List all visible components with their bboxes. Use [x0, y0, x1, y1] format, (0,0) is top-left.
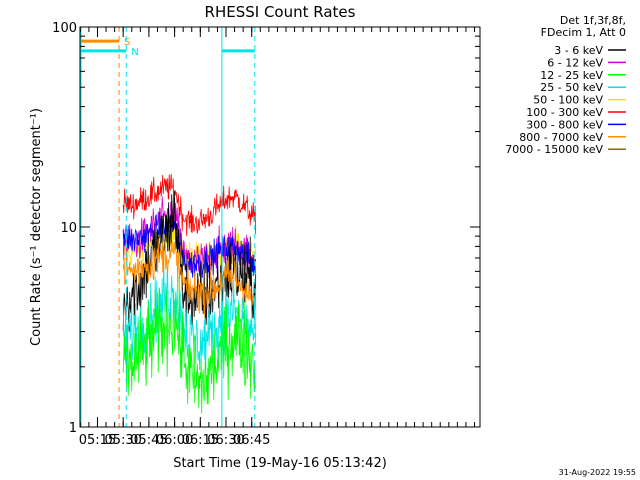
y-tick-label: 1: [69, 421, 77, 436]
legend-entry-label: 100 - 300 keV: [526, 106, 603, 119]
series-line-300-800-kev: [122, 211, 257, 278]
series-line-25-50-kev: [122, 265, 257, 372]
legend-entry-label: 50 - 100 keV: [533, 94, 603, 107]
legend-entry-label: 3 - 6 keV: [554, 44, 603, 57]
x-tick-label: 06:30: [207, 433, 244, 448]
marker-label-s: S: [124, 37, 130, 48]
x-tick-label: 06:45: [233, 433, 270, 448]
legend-header-line: Det 1f,3f,8f,: [560, 14, 626, 27]
footer-timestamp: 31-Aug-2022 19:55: [559, 468, 636, 477]
legend-entry-label: 800 - 7000 keV: [519, 131, 603, 144]
marker-label-n: N: [131, 47, 138, 58]
legend-entry-label: 7000 - 15000 keV: [505, 143, 603, 156]
data-layer: [122, 173, 257, 414]
series-line-800-7000-kev: [122, 238, 257, 317]
x-tick-label: 06:15: [182, 433, 219, 448]
y-axis-label: Count Rate (s⁻¹ detector segment⁻¹): [29, 108, 44, 346]
legend-entry-label: 300 - 800 keV: [526, 118, 603, 131]
y-tick-label: 100: [52, 21, 77, 36]
x-tick-label: 05:15: [79, 433, 116, 448]
x-tick-label: 05:45: [130, 433, 167, 448]
chart-title: RHESSI Count Rates: [205, 3, 356, 21]
series-line-100-300-kev: [122, 173, 257, 237]
legend-entry-label: 25 - 50 keV: [540, 81, 603, 94]
series-line-12-25-kev: [122, 275, 257, 414]
x-tick-label: 06:00: [156, 433, 193, 448]
plot-frame: [79, 26, 481, 428]
y-tick-label: 10: [60, 221, 77, 236]
legend-entry-label: 12 - 25 keV: [540, 69, 603, 82]
axis-layer: 1 10 100 05:1505:3005:4506:0006:1506:3006:4…: [52, 21, 480, 448]
x-tick-label: 05:30: [104, 433, 141, 448]
x-axis-label: Start Time (19-May-16 05:13:42): [173, 456, 387, 471]
legend-header-line: FDecim 1, Att 0: [541, 26, 626, 39]
series-line-3-6-kev: [122, 190, 257, 332]
legend-entry-label: 6 - 12 keV: [547, 56, 603, 69]
